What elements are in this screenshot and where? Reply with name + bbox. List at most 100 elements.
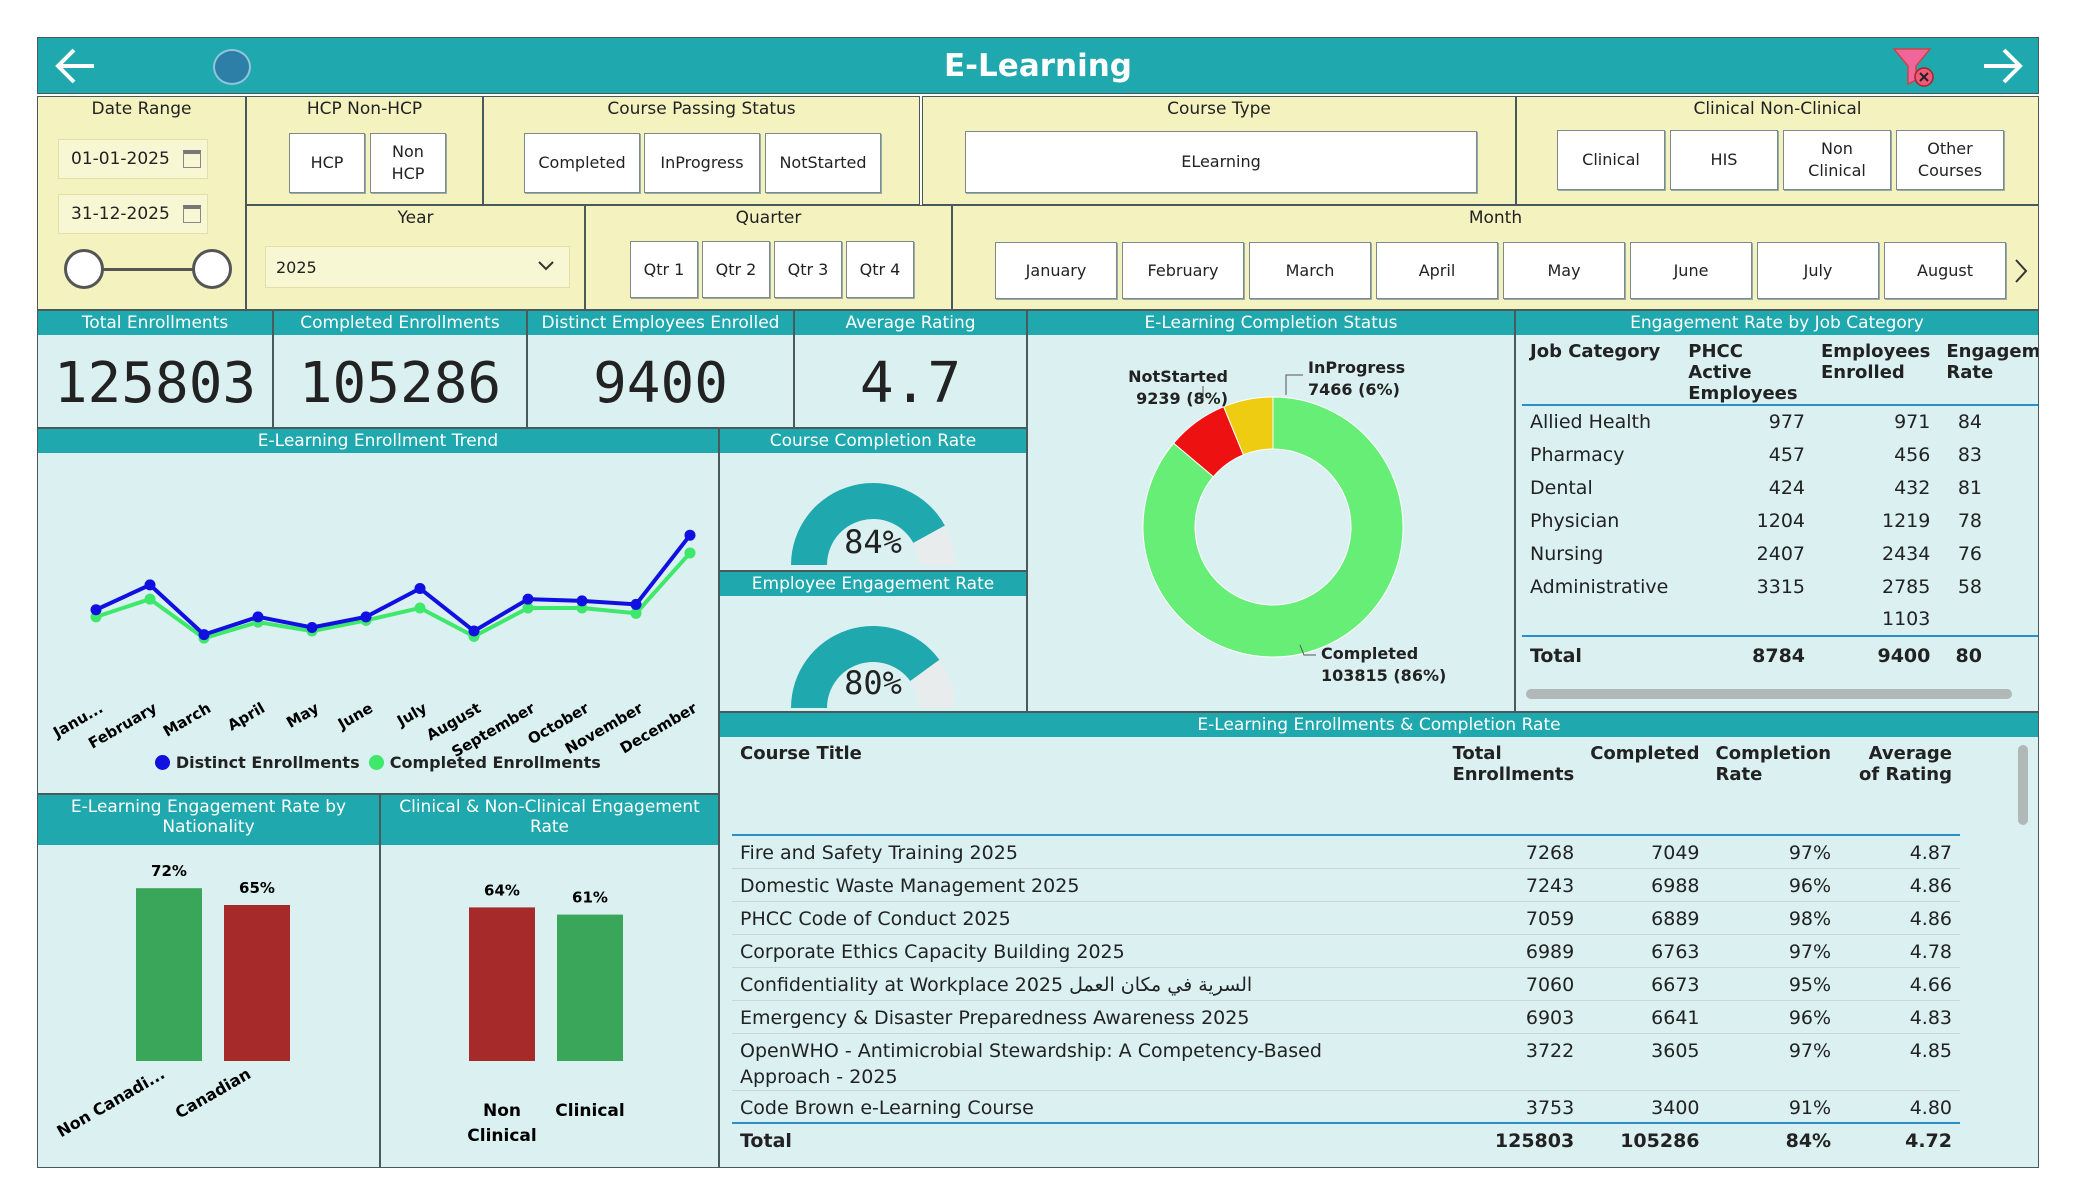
calendar-icon[interactable] (183, 150, 201, 168)
total-cell: 80 (1955, 644, 1982, 667)
clear-filter-icon[interactable] (1891, 46, 1937, 88)
month-august-button[interactable]: August (1884, 242, 2006, 299)
filter-label: Course Passing Status (607, 99, 796, 119)
non-hcp-button[interactable]: Non HCP (370, 133, 446, 193)
chevron-right-icon[interactable] (2013, 258, 2029, 288)
filter-label: HCP Non-HCP (306, 99, 423, 119)
kpi-value: 105286 (298, 351, 502, 416)
month-march-button[interactable]: March (1249, 242, 1371, 299)
col-completion-rate[interactable]: Completion Rate (1715, 743, 1832, 785)
horizontal-scrollbar[interactable] (1526, 689, 2012, 699)
col-total-enrollments[interactable]: Total Enrollments (1452, 743, 1575, 785)
gauge-plot (791, 626, 955, 708)
slider-handle-end[interactable] (192, 249, 232, 289)
qtr-1-button[interactable]: Qtr 1 (630, 241, 698, 298)
clinical-plot: 64% 61% Non Clinical Clinical (467, 881, 624, 1146)
total-cell: 84% (1785, 1129, 1832, 1152)
x-tick-label: Non (483, 1101, 521, 1121)
col-employees-enrolled[interactable]: Employees Enrolled (1821, 341, 1931, 383)
data-point (198, 629, 210, 641)
col-engagement-rate[interactable]: Engagement Rate (1946, 341, 2039, 383)
other-courses-button[interactable]: Other Courses (1896, 130, 2004, 190)
col-course-title[interactable]: Course Title (740, 743, 862, 764)
start-date-field[interactable]: 01-01-2025 (58, 139, 208, 179)
gauge-plot (791, 483, 955, 565)
calendar-icon[interactable] (183, 205, 201, 223)
slider-handle-start[interactable] (64, 249, 104, 289)
table-cell: 1219 (1882, 509, 1931, 532)
table-cell: 4.83 (1909, 1006, 1952, 1029)
filter-label: Quarter (735, 208, 802, 228)
end-date-value: 31-12-2025 (71, 204, 170, 224)
table-cell: 97% (1788, 940, 1832, 963)
year-filter: Year 2025 (246, 205, 585, 310)
legend-distinct: Distinct Enrollments (175, 753, 360, 772)
table-cell: 4.87 (1909, 842, 1952, 864)
month-january-button[interactable]: January (995, 242, 1117, 299)
table-cell: 7268 (1525, 842, 1575, 864)
table-row: PHCC Code of Conduct 2025 7059 6889 98% 4.86 (732, 901, 1960, 934)
month-june-button[interactable]: June (1630, 242, 1752, 299)
table-cell: 7049 (1651, 842, 1700, 864)
kpi-total-enrollments: Total Enrollments 125803 (37, 310, 273, 428)
x-tick-label: June (334, 699, 376, 734)
qtr-4-button[interactable]: Qtr 4 (846, 241, 914, 298)
elearning-button[interactable]: ELearning (965, 131, 1477, 193)
non-clinical-button[interactable]: Non Clinical (1783, 130, 1891, 190)
bar (224, 905, 290, 1061)
inprogress-button[interactable]: InProgress (644, 133, 760, 193)
clinical-button[interactable]: Clinical (1557, 130, 1665, 190)
col-job-category[interactable]: Job Category (1530, 341, 1661, 362)
page-title: E-Learning (944, 48, 1132, 84)
kpi-label: Average Rating (795, 311, 1026, 335)
vertical-scrollbar[interactable] (2018, 745, 2028, 825)
table-cell: 76 (1957, 542, 1982, 565)
his-button[interactable]: HIS (1670, 130, 1778, 190)
gauge-title: Course Completion Rate (720, 429, 1026, 453)
col-average-rating[interactable]: Average of Rating (1859, 743, 1952, 785)
table-cell: PHCC Code of Conduct 2025 (740, 907, 1011, 930)
end-date-field[interactable]: 31-12-2025 (58, 194, 208, 234)
job-table-grid: Job Category PHCC Active Employees Emplo… (1522, 341, 2039, 674)
table-cell: 977 (1768, 411, 1806, 433)
month-july-button[interactable]: July (1757, 242, 1879, 299)
table-cell: 6988 (1651, 874, 1700, 897)
chevron-down-icon[interactable] (537, 257, 555, 276)
table-row: Code Brown e-Learning Course 3753 3400 91% 4… (732, 1090, 1960, 1123)
col-phcc-active[interactable]: PHCC Active Employees (1688, 341, 1798, 404)
table-cell: 81 (1957, 476, 1982, 499)
completed-button[interactable]: Completed (524, 133, 640, 193)
table-cell: Administrative (1530, 575, 1669, 598)
bar-value-label: 72% (151, 862, 187, 880)
bar (469, 907, 535, 1061)
table-cell: 97% (1788, 1039, 1832, 1062)
forward-arrow-icon[interactable] (1980, 46, 2026, 86)
total-cell: 8784 (1752, 644, 1806, 667)
x-tick-label: March (160, 699, 214, 741)
data-point (144, 593, 156, 605)
qtr-3-button[interactable]: Qtr 3 (774, 241, 842, 298)
col-completed[interactable]: Completed (1590, 743, 1700, 764)
table-header-row: Job Category PHCC Active Employees Emplo… (1522, 341, 2039, 405)
course-type-filter: Course Type ELearning (922, 96, 1516, 205)
table-cell: 95% (1788, 973, 1832, 996)
table-row: Corporate Ethics Capacity Building 2025 6… (732, 934, 1960, 967)
table-cell: 2407 (1756, 542, 1806, 565)
data-point (684, 547, 696, 559)
table-cell: 78 (1957, 509, 1982, 532)
hcp-button[interactable]: HCP (289, 133, 365, 193)
x-tick-label: July (393, 699, 430, 731)
quarter-filter: Quarter Qtr 1 Qtr 2 Qtr 3 Qtr 4 (585, 205, 952, 310)
year-dropdown[interactable]: 2025 (265, 246, 570, 288)
month-april-button[interactable]: April (1376, 242, 1498, 299)
bar (557, 914, 623, 1061)
month-may-button[interactable]: May (1503, 242, 1625, 299)
x-tick-label: May (283, 699, 322, 732)
table-cell: 7243 (1525, 874, 1575, 897)
month-february-button[interactable]: February (1122, 242, 1244, 299)
table-cell: 456 (1894, 443, 1931, 466)
back-arrow-icon[interactable] (52, 46, 98, 86)
notstarted-button[interactable]: NotStarted (765, 133, 881, 193)
kpi-completed-enrollments: Completed Enrollments 105286 (273, 310, 527, 428)
qtr-2-button[interactable]: Qtr 2 (702, 241, 770, 298)
